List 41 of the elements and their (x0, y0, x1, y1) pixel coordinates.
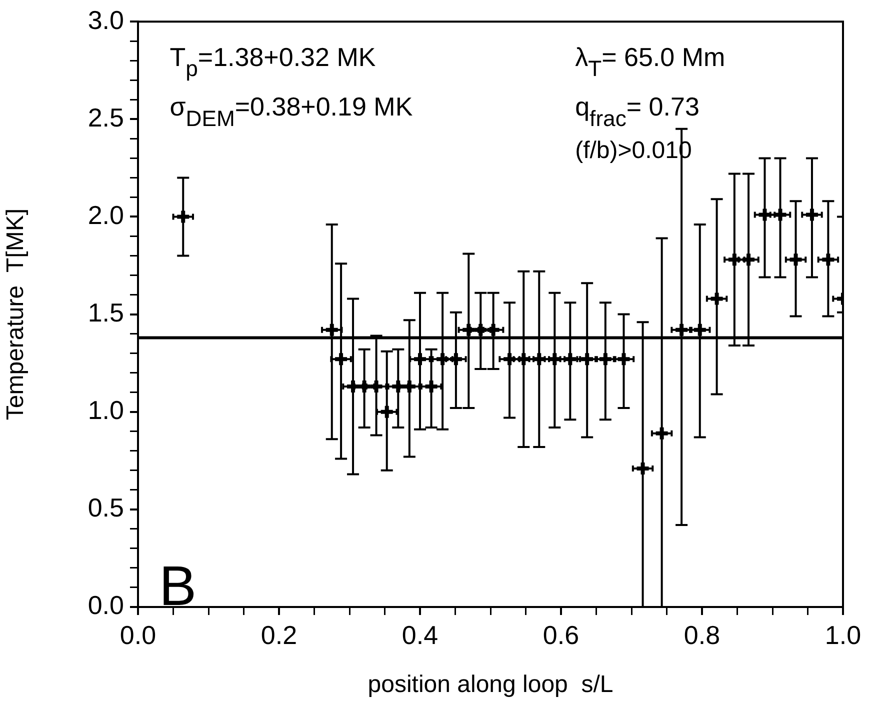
point (434, 351, 451, 368)
text: 0.0 (120, 620, 156, 650)
point (788, 252, 804, 268)
point (820, 252, 836, 268)
point (804, 206, 820, 223)
x-tick-label: 0.8 (684, 620, 720, 650)
point (448, 351, 464, 368)
x-axis-title: position along loop s/L (368, 671, 614, 698)
y-tick-label: 2.5 (88, 102, 124, 132)
point (579, 351, 596, 368)
point (412, 351, 428, 368)
point (175, 208, 192, 225)
point (654, 425, 670, 442)
point (485, 322, 502, 338)
y-tick-label: 1.0 (88, 395, 124, 426)
y-tick-label: 3.0 (88, 4, 124, 35)
point (616, 351, 632, 368)
y-tick-label: 0.5 (88, 492, 124, 523)
annotation: B (159, 554, 197, 617)
point (726, 252, 742, 268)
y-axis-title: Temperature T[MK] (2, 208, 30, 420)
point (368, 378, 384, 394)
x-tick-label: 0.4 (402, 620, 438, 650)
point (502, 351, 518, 368)
point (460, 322, 477, 338)
point (423, 378, 440, 394)
y-tick-label: 1.5 (88, 297, 124, 328)
point (674, 322, 690, 338)
x-tick-label: 0.2 (260, 620, 298, 650)
point (472, 322, 489, 338)
x-tick-label: 0.6 (542, 620, 580, 650)
point (692, 322, 708, 338)
y-tick-label: 0.0 (88, 590, 124, 620)
point (740, 252, 757, 268)
point (708, 290, 725, 307)
point (333, 351, 350, 368)
x-tick-label: 1.0 (824, 620, 862, 650)
point (378, 404, 395, 420)
point (597, 351, 614, 368)
point (324, 322, 340, 338)
y-tick-label: 2.0 (88, 200, 124, 230)
